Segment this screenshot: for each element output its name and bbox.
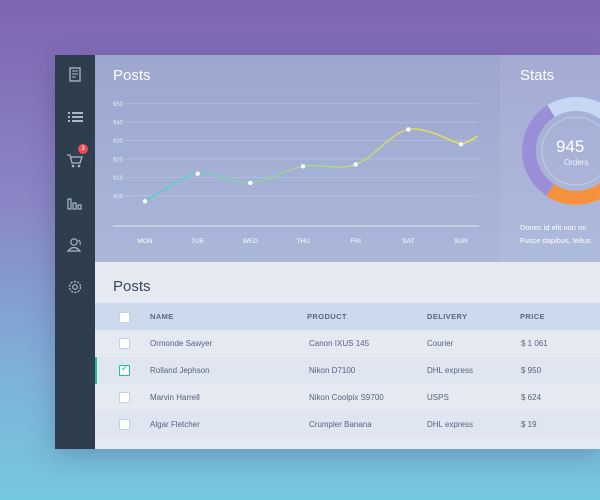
dashboard-window: 3 Posts [55, 55, 600, 449]
cell-name: Ormonde Sawyer [150, 339, 213, 348]
sidebar-item-list[interactable] [63, 105, 87, 129]
posts-chart-card: Posts 950 940 930 920 910 900 MON TUE WED THU FRI S… [95, 55, 499, 262]
cell-price: $ 1 061 [521, 339, 548, 348]
gear-icon [68, 280, 82, 294]
header-product[interactable]: PRODUCT [307, 312, 347, 321]
data-point[interactable] [248, 180, 253, 186]
cell-price: $ 950 [521, 366, 542, 375]
table-row[interactable]: Ormonde Sawyer Canon IXUS 145 Courier $ … [95, 330, 600, 357]
cell-delivery: DHL express [427, 366, 473, 375]
y-tick-label: 910 [113, 176, 124, 182]
header-price[interactable]: PRICE [520, 312, 545, 321]
data-point[interactable] [458, 142, 464, 147]
posts-table-panel: Posts NAME PRODUCT DELIVERY PRICE Ormond… [95, 262, 600, 449]
posts-card-title: Posts [113, 67, 151, 84]
orders-label: Orders [564, 158, 589, 167]
list-icon [68, 112, 83, 122]
orders-donut-chart [522, 97, 600, 205]
cart-icon [67, 154, 83, 168]
data-point[interactable] [195, 171, 200, 176]
users-icon [66, 238, 82, 252]
posts-table-title: Posts [113, 278, 151, 295]
x-tick-label: FRI [350, 238, 361, 245]
cell-product: Canon IXUS 145 [309, 339, 370, 348]
sidebar-item-analytics[interactable] [63, 191, 87, 215]
table-row[interactable]: Algar Fletcher Crumpler Banana DHL expre… [95, 411, 600, 438]
y-tick-label: 950 [113, 102, 124, 108]
header-name[interactable]: NAME [150, 312, 174, 321]
stats-card-title: Stats [520, 67, 555, 84]
cell-price: $ 624 [521, 393, 542, 402]
sidebar-item-documents[interactable] [63, 63, 87, 87]
cell-delivery: Courier [427, 339, 454, 348]
row-checkbox[interactable] [119, 419, 130, 430]
table-row-selected[interactable]: Rolland Jephson Nikon D7100 DHL express … [95, 357, 600, 384]
stats-text-line-2: Fusce dapibus, tellus [520, 236, 591, 245]
header-delivery[interactable]: DELIVERY [427, 312, 468, 321]
bar-chart-icon [67, 198, 82, 210]
data-point[interactable] [353, 162, 358, 167]
x-tick-label: SUN [454, 238, 468, 245]
cell-product: Nikon D7100 [309, 366, 356, 375]
x-tick-label: TUE [191, 238, 205, 245]
cell-product: Nikon Coolpix S9700 [309, 393, 384, 402]
top-panels: Posts 950 940 930 920 910 900 MON TUE WED THU FRI S… [95, 55, 600, 262]
donut-inner-ring [541, 116, 600, 186]
sidebar: 3 [55, 55, 95, 449]
table-header: NAME PRODUCT DELIVERY PRICE [95, 303, 600, 330]
row-checkbox-checked[interactable] [119, 364, 130, 376]
data-point[interactable] [142, 199, 148, 204]
cell-name: Algar Fletcher [150, 420, 200, 429]
stats-text-line-1: Donec id elit non mi [520, 223, 586, 232]
cell-name: Rolland Jephson [150, 366, 210, 375]
data-point[interactable] [406, 127, 411, 132]
posts-line-chart: 950 940 930 920 910 900 MON TUE WED THU FRI SAT SUN [113, 102, 479, 245]
cart-badge: 3 [78, 144, 88, 154]
y-tick-label: 930 [113, 139, 124, 145]
cell-delivery: USPS [427, 393, 449, 402]
sidebar-item-settings[interactable] [63, 275, 87, 299]
orders-value: 945 [556, 137, 585, 156]
cell-delivery: DHL express [427, 420, 473, 429]
x-tick-label: THU [296, 238, 310, 245]
donut-segment-orange [546, 182, 600, 205]
select-all-checkbox[interactable] [119, 312, 130, 323]
cell-price: $ 19 [521, 420, 537, 429]
row-checkbox[interactable] [119, 338, 130, 349]
stats-card: Stats 945 Orders Donec id elit non mi Fu… [500, 55, 600, 262]
cell-product: Crumpler Banana [309, 420, 372, 429]
x-tick-label: MON [137, 238, 152, 245]
data-point[interactable] [300, 164, 306, 169]
document-icon [69, 67, 81, 82]
y-tick-label: 900 [113, 194, 124, 200]
sidebar-item-cart[interactable]: 3 [63, 144, 88, 172]
y-tick-label: 920 [113, 157, 124, 163]
cell-name: Marvin Harrell [150, 393, 200, 402]
x-tick-label: WED [243, 238, 258, 245]
table-row[interactable]: Marvin Harrell Nikon Coolpix S9700 USPS … [95, 384, 600, 411]
series-line [144, 128, 478, 203]
x-tick-label: SAT [402, 238, 414, 245]
row-checkbox[interactable] [119, 392, 130, 403]
y-tick-label: 940 [113, 121, 124, 127]
donut-segment-purple [522, 105, 555, 196]
sidebar-item-users[interactable] [63, 233, 87, 257]
